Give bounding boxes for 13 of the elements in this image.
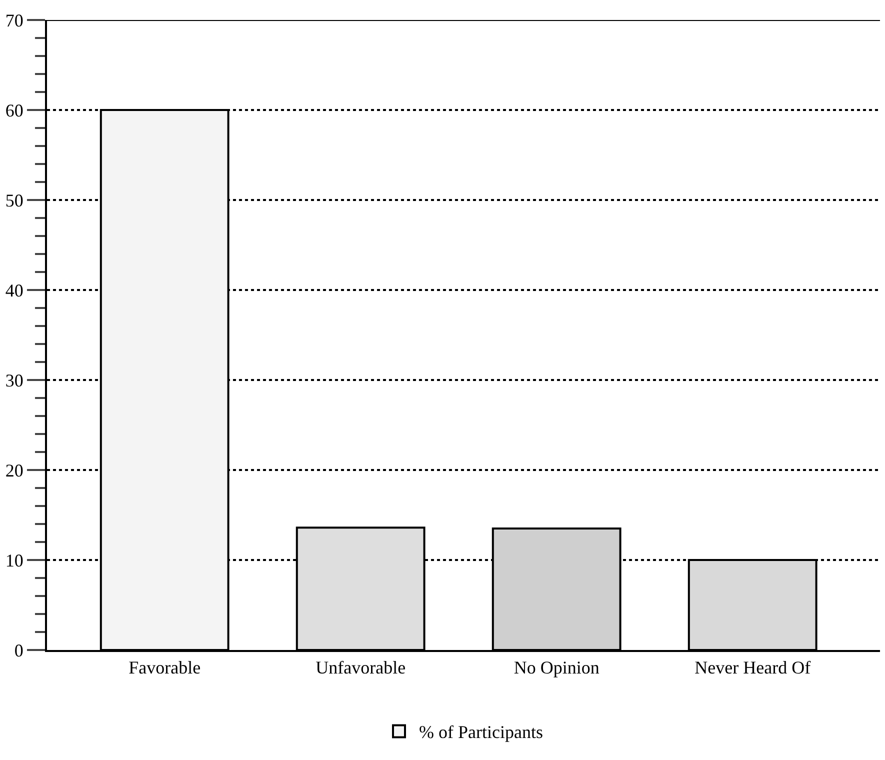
x-tick-label: Unfavorable <box>316 658 406 678</box>
y-tick-label: 30 <box>5 370 24 390</box>
y-tick-label: 10 <box>5 550 24 570</box>
y-tick-label: 60 <box>5 100 24 120</box>
x-tick-label: No Opinion <box>514 658 600 678</box>
x-tick-label: Favorable <box>128 658 201 678</box>
y-tick-label: 70 <box>5 10 24 30</box>
y-tick-label: 40 <box>5 280 24 300</box>
y-tick-label: 50 <box>5 190 24 210</box>
y-tick-label: 0 <box>14 640 24 660</box>
x-tick-label: Never Heard Of <box>694 658 811 678</box>
y-tick-label: 20 <box>5 460 24 480</box>
legend-label: % of Participants <box>419 722 543 742</box>
